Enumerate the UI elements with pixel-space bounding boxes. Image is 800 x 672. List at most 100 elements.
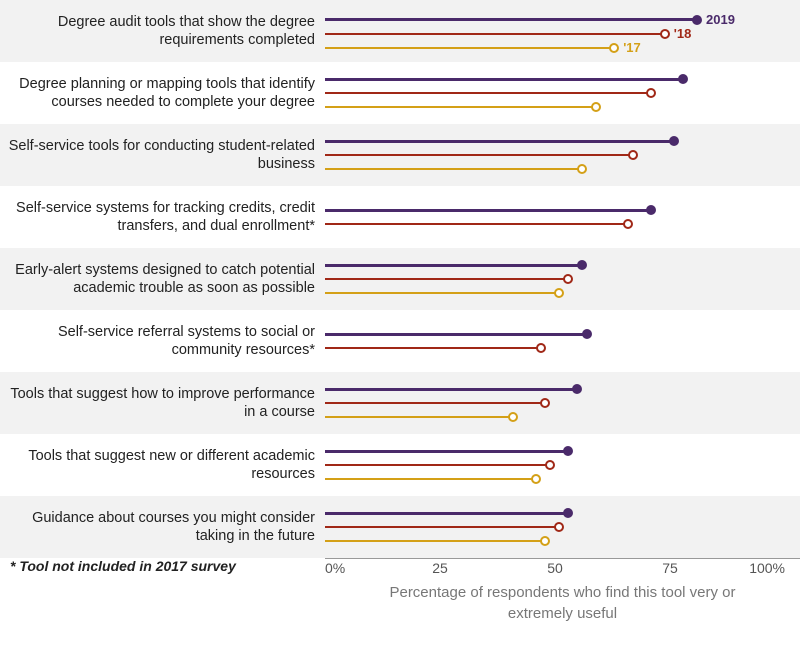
lollipop-stem xyxy=(325,18,693,21)
lollipop-marker xyxy=(545,460,555,470)
category-label: Guidance about courses you might conside… xyxy=(0,496,325,558)
plot-area xyxy=(325,434,800,496)
x-tick-label: 50 xyxy=(547,560,563,576)
lollipop-marker xyxy=(554,522,564,532)
lollipop-marker xyxy=(628,150,638,160)
category-label: Self-service referral systems to social … xyxy=(0,310,325,372)
lollipop-marker xyxy=(531,474,541,484)
lollipop-marker xyxy=(554,288,564,298)
lollipop-y2018: '18 xyxy=(325,26,691,41)
plot-area xyxy=(325,496,800,558)
lollipop-marker xyxy=(577,260,587,270)
lollipop-stem xyxy=(325,154,629,156)
lollipop-y2017 xyxy=(325,536,550,546)
series-year-tag: 2019 xyxy=(706,12,735,27)
lollipop-y2019 xyxy=(325,384,582,394)
x-axis-title-line2: extremely useful xyxy=(325,601,800,622)
chart-row: Early-alert systems designed to catch po… xyxy=(0,248,800,310)
plot-area xyxy=(325,62,800,124)
x-axis: * Tool not included in 2017 survey 0% 25 5… xyxy=(0,558,800,580)
lollipop-stem xyxy=(325,264,578,267)
lollipop-stem xyxy=(325,416,509,418)
category-label: Tools that suggest new or different acad… xyxy=(0,434,325,496)
lollipop-stem xyxy=(325,78,679,81)
x-tick-label: 0% xyxy=(325,560,345,576)
lollipop-marker xyxy=(646,205,656,215)
x-tick-label: 100% xyxy=(749,560,785,576)
category-label: Early-alert systems designed to catch po… xyxy=(0,248,325,310)
footnote: * Tool not included in 2017 survey xyxy=(10,558,236,574)
lollipop-marker xyxy=(572,384,582,394)
lollipop-marker xyxy=(540,536,550,546)
chart-row: Degree audit tools that show the degree … xyxy=(0,0,800,62)
lollipop-y2019 xyxy=(325,136,679,146)
lollipop-stem xyxy=(325,209,647,212)
lollipop-stem xyxy=(325,140,670,143)
lollipop-marker xyxy=(646,88,656,98)
plot-area xyxy=(325,186,800,248)
series-year-tag: '17 xyxy=(623,40,641,55)
lollipop-stem xyxy=(325,223,624,225)
lollipop-marker xyxy=(540,398,550,408)
chart-row: Self-service referral systems to social … xyxy=(0,310,800,372)
lollipop-stem xyxy=(325,92,647,94)
lollipop-y2019 xyxy=(325,329,592,339)
lollipop-y2017 xyxy=(325,288,564,298)
lollipop-stem xyxy=(325,347,537,349)
category-label: Degree planning or mapping tools that id… xyxy=(0,62,325,124)
lollipop-y2018 xyxy=(325,88,656,98)
lollipop-marker xyxy=(678,74,688,84)
plot-area xyxy=(325,248,800,310)
category-label: Degree audit tools that show the degree … xyxy=(0,0,325,62)
lollipop-y2019: 2019 xyxy=(325,12,735,27)
lollipop-marker xyxy=(623,219,633,229)
lollipop-y2017: '17 xyxy=(325,40,641,55)
lollipop-stem xyxy=(325,292,555,294)
lollipop-marker xyxy=(563,274,573,284)
lollipop-stem xyxy=(325,106,592,108)
plot-area xyxy=(325,310,800,372)
axis-baseline xyxy=(325,558,800,559)
lollipop-stem xyxy=(325,450,564,453)
lollipop-stem xyxy=(325,278,564,280)
lollipop-marker xyxy=(582,329,592,339)
lollipop-marker xyxy=(591,102,601,112)
lollipop-y2018 xyxy=(325,274,573,284)
chart-row: Self-service tools for conducting studen… xyxy=(0,124,800,186)
lollipop-y2018 xyxy=(325,150,638,160)
series-year-tag: '18 xyxy=(674,26,692,41)
lollipop-marker xyxy=(609,43,619,53)
lollipop-y2019 xyxy=(325,260,587,270)
lollipop-marker xyxy=(577,164,587,174)
x-tick-label: 25 xyxy=(432,560,448,576)
lollipop-stem xyxy=(325,478,532,480)
lollipop-stem xyxy=(325,333,583,336)
category-label: Self-service systems for tracking credit… xyxy=(0,186,325,248)
lollipop-marker xyxy=(563,446,573,456)
chart-row: Guidance about courses you might conside… xyxy=(0,496,800,558)
lollipop-marker xyxy=(692,15,702,25)
lollipop-stem xyxy=(325,168,578,170)
lollipop-stem xyxy=(325,33,661,35)
lollipop-marker xyxy=(563,508,573,518)
lollipop-y2018 xyxy=(325,219,633,229)
lollipop-stem xyxy=(325,526,555,528)
lollipop-y2018 xyxy=(325,522,564,532)
lollipop-stem xyxy=(325,388,573,391)
plot-area: 2019 '18 '17 xyxy=(325,0,800,62)
lollipop-stem xyxy=(325,47,610,49)
chart-row: Self-service systems for tracking credit… xyxy=(0,186,800,248)
lollipop-y2018 xyxy=(325,460,555,470)
lollipop-stem xyxy=(325,402,541,404)
lollipop-y2019 xyxy=(325,508,573,518)
lollipop-y2017 xyxy=(325,412,518,422)
lollipop-chart: Degree audit tools that show the degree … xyxy=(0,0,800,672)
lollipop-y2017 xyxy=(325,164,587,174)
lollipop-marker xyxy=(660,29,670,39)
plot-area xyxy=(325,124,800,186)
category-label: Self-service tools for conducting studen… xyxy=(0,124,325,186)
lollipop-stem xyxy=(325,464,546,466)
lollipop-y2018 xyxy=(325,398,550,408)
x-axis-title-line1: Percentage of respondents who find this … xyxy=(325,580,800,601)
plot-area xyxy=(325,372,800,434)
